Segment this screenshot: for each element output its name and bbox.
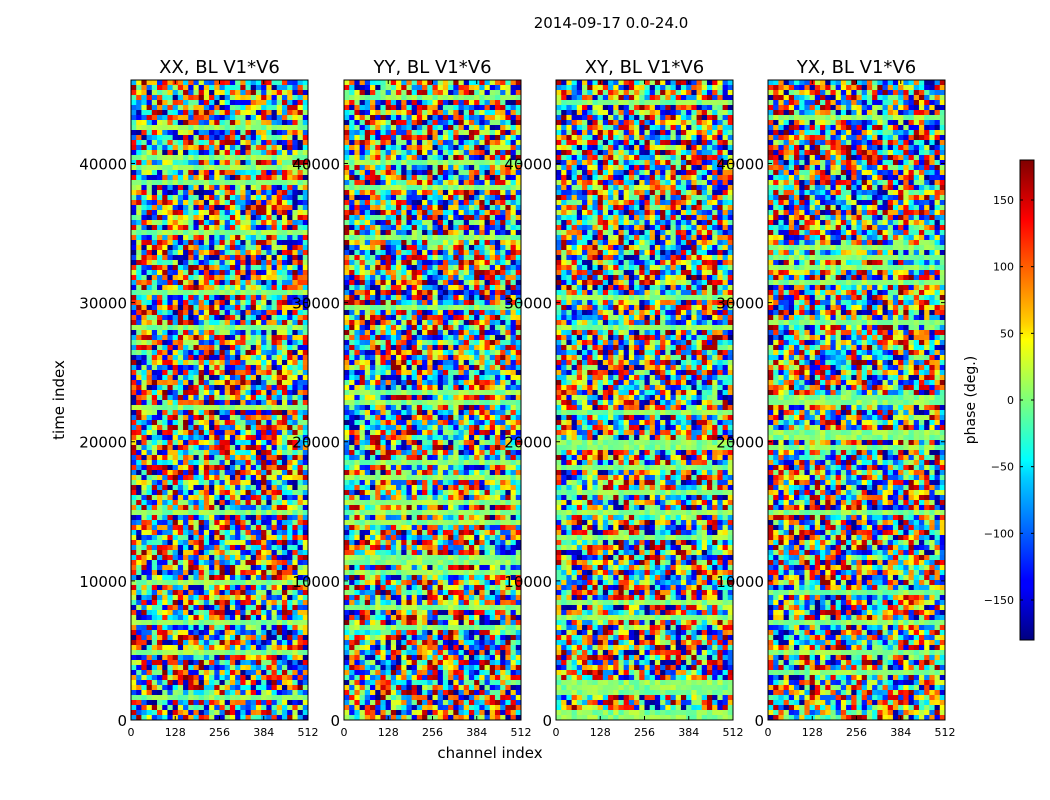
x-tick-label: 128 (378, 726, 399, 739)
x-tick-label: 128 (590, 726, 611, 739)
y-tick-label: 20000 (504, 434, 552, 452)
panel-yy: YY, BL V1*V6 0 128 256 384 512 0 10000 20000 3000… (292, 57, 531, 739)
colorbar-tick-label: −50 (991, 461, 1014, 474)
x-tick-label: 384 (890, 726, 911, 739)
panel-title: XY, BL V1*V6 (585, 57, 704, 78)
y-tick-label: 10000 (79, 573, 127, 591)
colorbar-tick-label: 150 (993, 194, 1014, 207)
figure-title: 2014-09-17 0.0-24.0 (534, 14, 689, 32)
x-tick-label: 512 (298, 726, 319, 739)
colorbar-tick-label: −100 (984, 527, 1014, 540)
y-tick-label: 20000 (716, 434, 764, 452)
phase-image (131, 80, 309, 721)
y-tick-label: 10000 (716, 573, 764, 591)
y-tick-label: 10000 (292, 573, 340, 591)
x-tick-label: 256 (209, 726, 230, 739)
y-tick-label: 20000 (292, 434, 340, 452)
phase-image (556, 80, 734, 721)
panel-title: YX, BL V1*V6 (796, 57, 916, 78)
y-tick-label: 0 (542, 712, 552, 730)
y-tick-label: 40000 (716, 155, 764, 173)
x-tick-label: 0 (128, 726, 135, 739)
y-tick-label: 30000 (504, 295, 552, 313)
y-tick-label: 30000 (292, 295, 340, 313)
y-tick-label: 40000 (504, 155, 552, 173)
colorbar: −150 −100 −50 0 50 100 150 phase (deg.) (963, 159, 1035, 641)
panel-yx: YX, BL V1*V6 0 128 256 384 512 0 10000 20000 3000… (716, 57, 955, 739)
panel-title: XX, BL V1*V6 (159, 57, 280, 78)
x-tick-label: 512 (723, 726, 744, 739)
x-tick-label: 0 (553, 726, 560, 739)
y-tick-label: 10000 (504, 573, 552, 591)
colorbar-tick-label: −150 (984, 594, 1014, 607)
panel-xy: XY, BL V1*V6 0 128 256 384 512 0 10000 20000 3000… (504, 57, 743, 739)
x-tick-label: 512 (935, 726, 956, 739)
panel-title: YY, BL V1*V6 (372, 57, 491, 78)
x-axis-label: channel index (437, 744, 542, 762)
x-tick-label: 256 (846, 726, 867, 739)
phase-image (344, 80, 522, 721)
y-tick-label: 30000 (716, 295, 764, 313)
x-tick-label: 384 (253, 726, 274, 739)
y-tick-label: 20000 (79, 434, 127, 452)
y-tick-label: 0 (330, 712, 340, 730)
colorbar-tick-label: 50 (1000, 327, 1014, 340)
colorbar-ticks: −150 −100 −50 0 50 100 150 (984, 194, 1034, 607)
colorbar-tick-label: 100 (993, 261, 1014, 274)
panels: XX, BL V1*V6 0 128 256 384 512 0 10000 20000 3000… (79, 57, 955, 739)
y-axis-label: time index (50, 360, 68, 440)
x-tick-label: 0 (765, 726, 772, 739)
y-tick-label: 40000 (79, 155, 127, 173)
x-tick-label: 384 (466, 726, 487, 739)
x-tick-label: 128 (165, 726, 186, 739)
phase-image (768, 80, 946, 721)
y-tick-label: 0 (754, 712, 764, 730)
x-tick-label: 128 (802, 726, 823, 739)
y-tick-label: 0 (117, 712, 127, 730)
x-tick-label: 384 (678, 726, 699, 739)
y-tick-label: 40000 (292, 155, 340, 173)
x-tick-label: 256 (422, 726, 443, 739)
x-tick-label: 256 (634, 726, 655, 739)
panel-xx: XX, BL V1*V6 0 128 256 384 512 0 10000 20000 3000… (79, 57, 318, 739)
y-tick-label: 30000 (79, 295, 127, 313)
colorbar-tick-label: 0 (1007, 394, 1014, 407)
x-tick-label: 0 (341, 726, 348, 739)
x-tick-label: 512 (511, 726, 532, 739)
colorbar-label: phase (deg.) (963, 356, 979, 444)
